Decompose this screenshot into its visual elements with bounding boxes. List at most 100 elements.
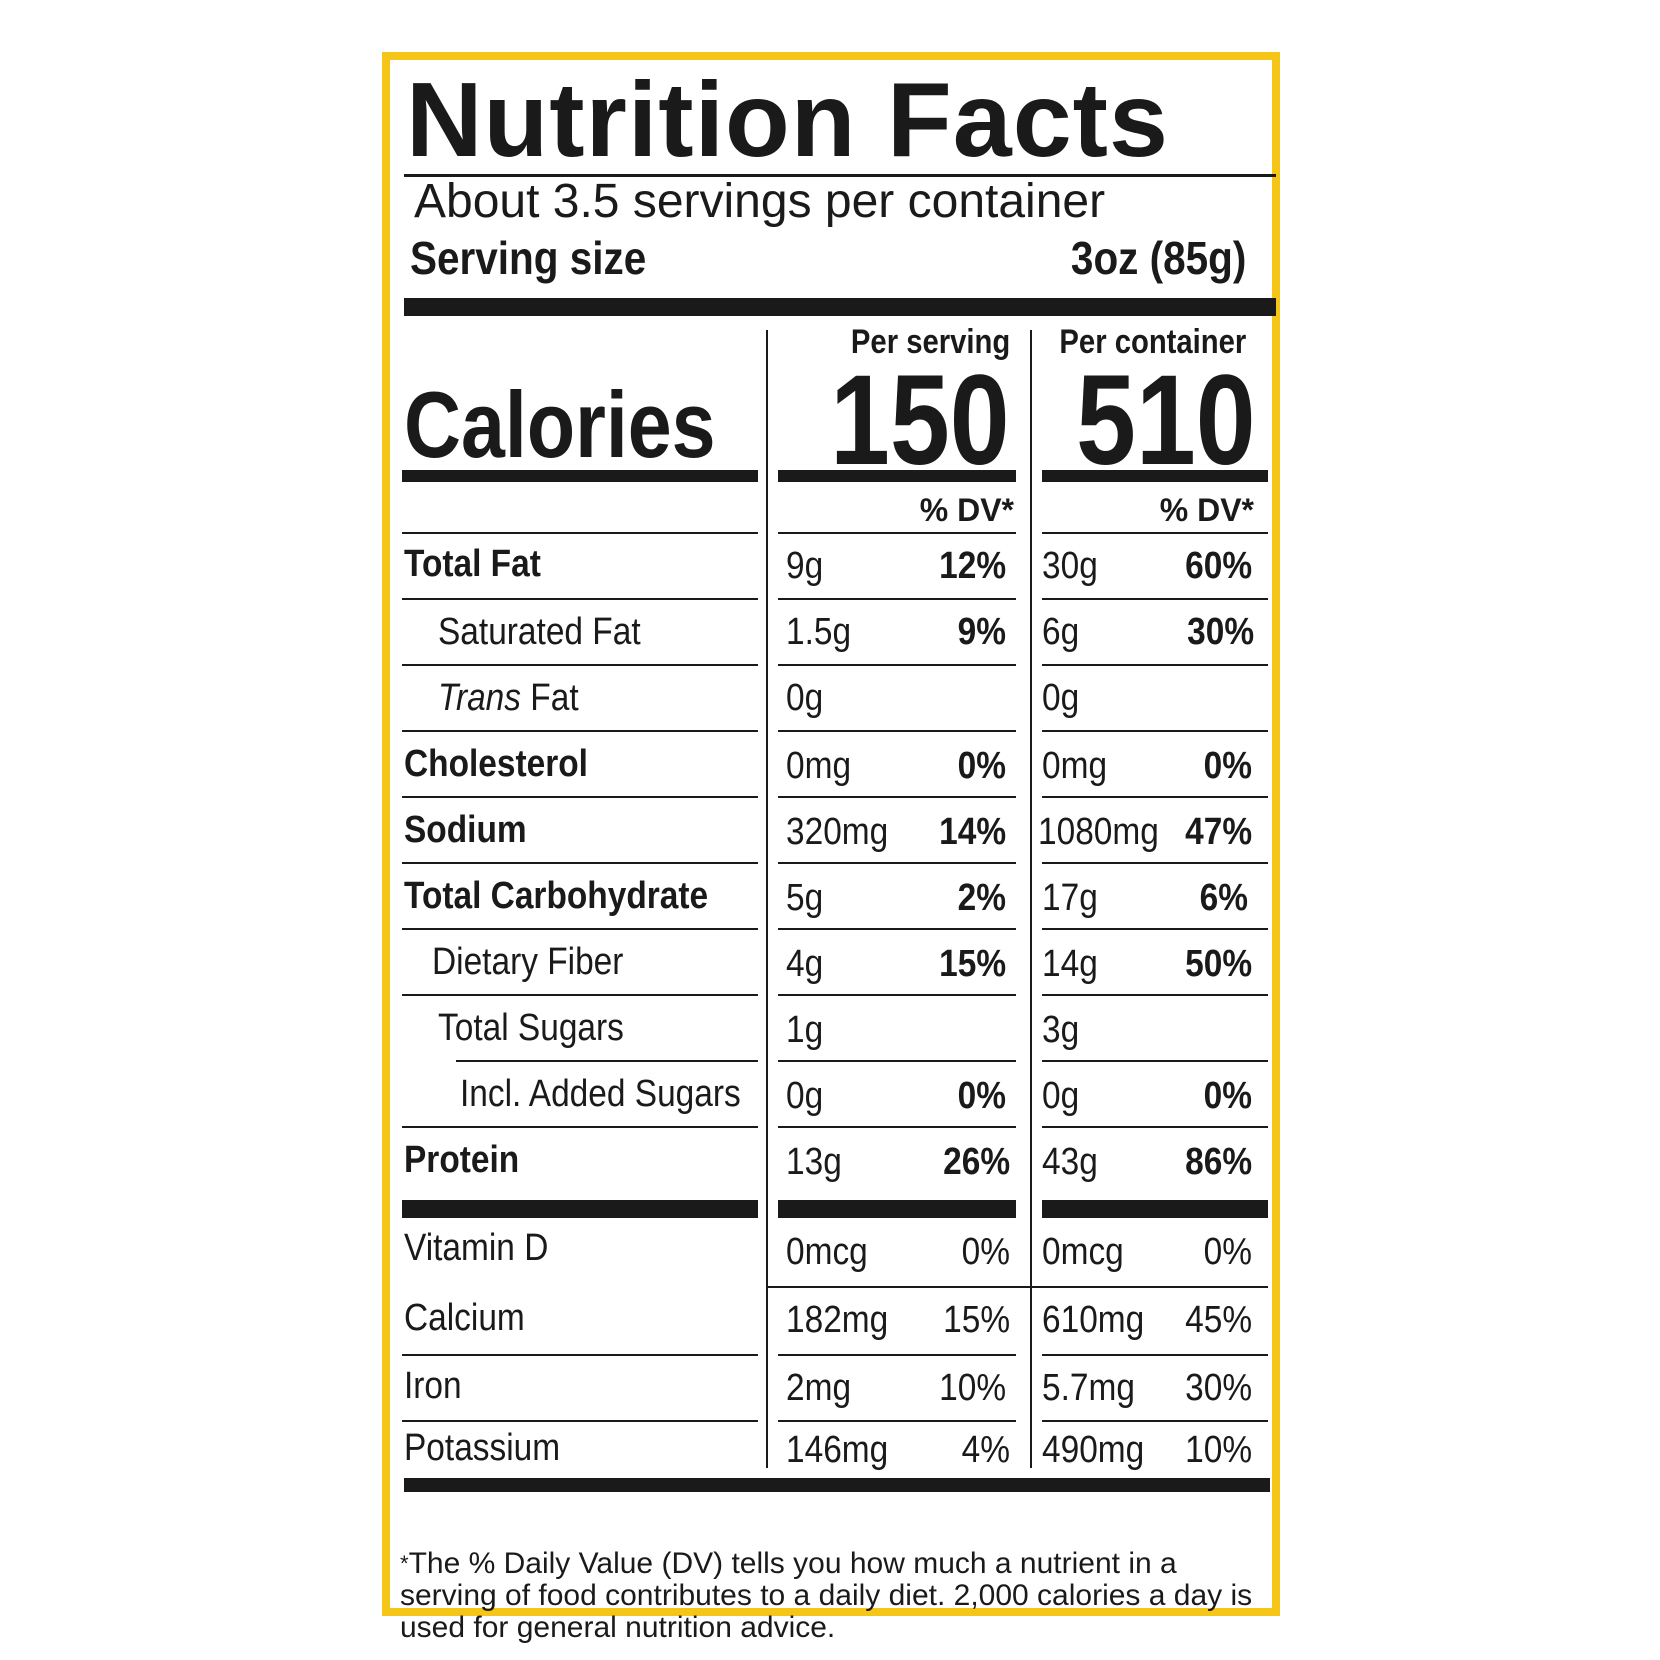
row-divider — [1042, 730, 1268, 732]
nutrient-name: Incl. Added Sugars — [460, 1073, 741, 1115]
row-divider — [402, 1126, 758, 1128]
vitamins-rule-serving — [778, 1200, 1016, 1218]
nutrient-name: Cholesterol — [404, 743, 588, 785]
trans-fat-suffix: Fat — [521, 677, 579, 719]
dv-header-divider-container — [1042, 532, 1268, 534]
container-dv: 86% — [1185, 1141, 1252, 1183]
serving-size-label: Serving size — [410, 232, 647, 284]
vitamin-name: Potassium — [404, 1427, 561, 1469]
nutrient-name: Total Sugars — [438, 1007, 624, 1049]
serving-amount: 182mg — [786, 1299, 889, 1341]
row-divider — [402, 1354, 758, 1356]
row-divider — [778, 598, 1016, 600]
serving-size-value: 3oz (85g) — [1070, 232, 1246, 284]
column-divider-container — [1030, 330, 1032, 1468]
row-divider — [778, 1354, 1016, 1356]
container-amount: 0mg — [1042, 745, 1108, 787]
footnote-star: * — [400, 1551, 409, 1576]
column-divider-serving — [766, 330, 768, 1468]
row-divider — [778, 1420, 1016, 1422]
serving-amount: 5g — [786, 877, 824, 919]
row-divider — [778, 730, 1016, 732]
nutrient-name: Sodium — [404, 809, 527, 851]
trans-italic: Trans — [438, 677, 522, 719]
row-divider — [1042, 1126, 1268, 1128]
serving-dv: 0% — [957, 745, 1006, 787]
container-dv: 50% — [1185, 943, 1252, 985]
row-divider — [1042, 598, 1268, 600]
serving-dv: 4% — [961, 1429, 1010, 1471]
serving-amount: 320mg — [786, 811, 889, 853]
serving-amount: 4g — [786, 943, 824, 985]
serving-amount: 0mcg — [786, 1231, 868, 1273]
container-dv: 6% — [1199, 877, 1248, 919]
serving-amount: 2mg — [786, 1367, 852, 1409]
nutrient-name: Saturated Fat — [438, 611, 641, 653]
serving-dv: 9% — [957, 611, 1006, 653]
row-divider — [778, 796, 1016, 798]
calories-per-container: 510 — [1076, 349, 1256, 492]
container-amount: 490mg — [1042, 1429, 1145, 1471]
servings-per-container: About 3.5 servings per container — [414, 175, 1106, 228]
row-divider — [778, 1126, 1016, 1128]
row-divider — [1042, 1060, 1268, 1062]
row-divider — [1042, 1420, 1268, 1422]
serving-amount: 0g — [786, 1075, 824, 1117]
row-divider — [402, 796, 758, 798]
serving-dv: 10% — [939, 1367, 1006, 1409]
row-divider — [402, 928, 758, 930]
container-amount: 17g — [1042, 877, 1098, 919]
dv-header-divider-label — [402, 532, 758, 534]
serving-dv: 0% — [957, 1075, 1006, 1117]
row-divider — [778, 994, 1016, 996]
serving-dv: 12% — [939, 545, 1006, 587]
serving-amount: 13g — [786, 1141, 842, 1183]
vitamin-name: Iron — [404, 1365, 462, 1407]
footnote-text: The % Daily Value (DV) tells you how muc… — [400, 1547, 1253, 1644]
container-dv: 0% — [1203, 1231, 1252, 1273]
serving-amount: 146mg — [786, 1429, 889, 1471]
container-dv: 45% — [1185, 1299, 1252, 1341]
footnote-rule — [404, 1478, 1270, 1492]
serving-amount: 1g — [786, 1009, 824, 1051]
vitamins-rule-container — [1042, 1200, 1268, 1218]
row-divider — [402, 598, 758, 600]
container-amount: 43g — [1042, 1141, 1098, 1183]
serving-size-divider — [404, 298, 1276, 316]
serving-amount: 0mg — [786, 745, 852, 787]
serving-dv: 0% — [961, 1231, 1010, 1273]
row-divider — [1042, 796, 1268, 798]
row-divider — [456, 1060, 758, 1062]
container-amount: 610mg — [1042, 1299, 1145, 1341]
nutrient-name: Total Carbohydrate — [404, 875, 709, 917]
label-title: Nutrition Facts — [406, 61, 1169, 179]
serving-amount: 0g — [786, 677, 824, 719]
container-amount: 5.7mg — [1042, 1367, 1135, 1409]
container-dv: 30% — [1185, 1367, 1252, 1409]
container-dv: 0% — [1203, 1075, 1252, 1117]
calories-rule-container — [1042, 470, 1268, 482]
container-amount: 0g — [1042, 677, 1080, 719]
container-dv: 47% — [1185, 811, 1252, 853]
row-divider — [1032, 1286, 1268, 1288]
calories-label: Calories — [404, 372, 716, 477]
nutrient-name: Total Fat — [404, 543, 541, 585]
row-divider — [1042, 664, 1268, 666]
row-divider — [402, 862, 758, 864]
serving-dv: 15% — [939, 943, 1006, 985]
serving-amount: 9g — [786, 545, 824, 587]
container-amount: 6g — [1042, 611, 1080, 653]
calories-rule-label — [402, 470, 758, 482]
dv-header-divider-serving — [778, 532, 1016, 534]
vitamin-name: Vitamin D — [404, 1227, 549, 1269]
container-dv: 0% — [1203, 745, 1252, 787]
calories-rule-serving — [778, 470, 1016, 482]
nutrient-name: Dietary Fiber — [432, 941, 624, 983]
row-divider — [778, 928, 1016, 930]
container-dv: 60% — [1185, 545, 1252, 587]
container-dv: 30% — [1187, 611, 1254, 653]
container-amount: 3g — [1042, 1009, 1080, 1051]
serving-dv: 26% — [943, 1141, 1010, 1183]
row-divider — [768, 1286, 1030, 1288]
dv-heading-container: % DV* — [1159, 492, 1254, 528]
